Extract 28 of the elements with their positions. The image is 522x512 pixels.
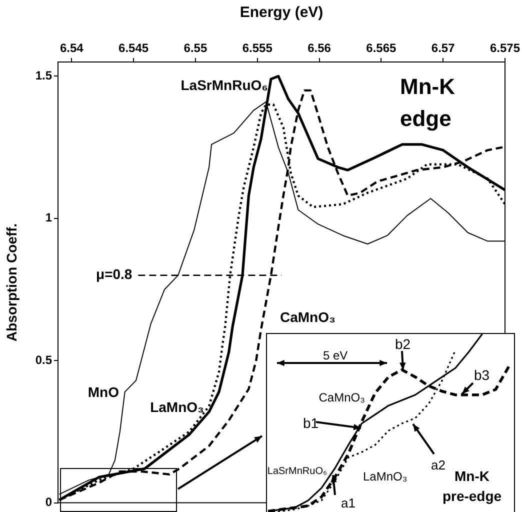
x-tick-label: 6.545 (118, 41, 149, 56)
series-label: LaMnO₃ (363, 469, 408, 484)
y-tick-label: 0 (45, 495, 52, 510)
y-tick-label: 1.5 (35, 68, 52, 83)
y-axis-title: Absorption Coeff. (3, 223, 20, 342)
annotation: b2 (395, 336, 411, 352)
x-tick-label: 6.54 (60, 41, 84, 56)
annotation: 5 eV (323, 348, 348, 362)
x-tick-label: 6.555 (242, 41, 273, 56)
x-tick-label: 6.56 (308, 41, 332, 56)
y-tick-label: 1 (45, 210, 52, 225)
annotation: Mn-K edge (400, 74, 456, 132)
annotation: b1 (303, 414, 319, 431)
x-tick-label: 6.57 (431, 41, 456, 56)
series-label: CaMnO₃ (318, 390, 366, 404)
x-tick-label: 6.575 (490, 41, 520, 56)
series-label: CaMnO₃ (280, 308, 336, 325)
annotation: b3 (474, 366, 490, 383)
series-label: LaMnO₃ (150, 398, 204, 415)
x-tick-label: 6.55 (184, 41, 208, 56)
x-axis-title: Energy (eV) (240, 4, 324, 22)
series-label: LaSrMnRuO₆ (267, 466, 327, 477)
y-tick-label: 0.5 (35, 352, 52, 367)
series-label: MnO (88, 384, 120, 400)
annotation: a1 (341, 496, 356, 511)
x-tick-label: 6.565 (366, 41, 397, 56)
series-label: LaSrMnRuO₆ (180, 76, 268, 93)
ref-line-label: μ=0.8 (96, 266, 132, 282)
